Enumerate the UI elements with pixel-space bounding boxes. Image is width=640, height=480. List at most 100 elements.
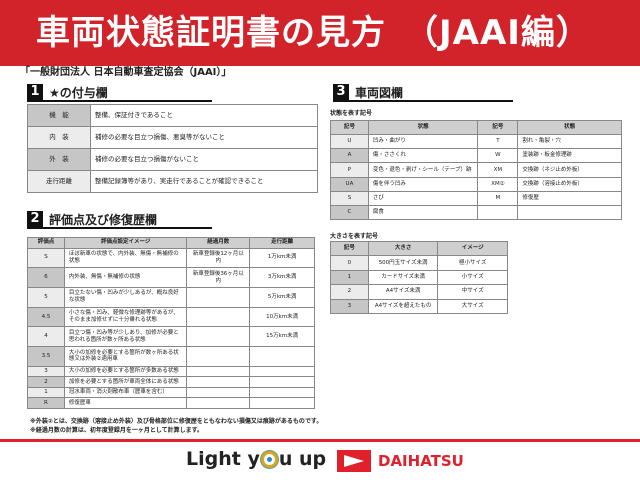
table-cell: M xyxy=(477,190,519,206)
table-cell xyxy=(249,397,315,409)
table-cell: 目立つ傷・凹み等が少しあり、加修が必要と思われる箇所が数ヶ所ある状態 xyxy=(63,326,188,348)
size-symbols-table: 記号 大きさ イメージ 0 500円玉サイズ未満 極小サイズ 1 カードサイズ未満 小サイズ 2 A… xyxy=(330,240,508,315)
table-cell: 4 xyxy=(27,326,65,348)
table-cell: 整備、保証付きであること xyxy=(90,104,318,127)
table-header: 記号 状態 記号 状態 xyxy=(330,119,622,136)
table-row: 外 装補修の必要な目立つ損傷がないこと xyxy=(27,148,318,171)
table-cell: A4サイズを超えたもの xyxy=(367,298,439,315)
table-cell: 補修の必要な目立つ損傷、悪臭等がないこと xyxy=(90,126,318,149)
table-cell: 塗装跡・板金修理跡 xyxy=(517,148,622,164)
table-cell: さび xyxy=(367,190,479,206)
divider xyxy=(0,439,640,442)
table-cell: 大小の加修を必要とする箇所が数ヶ所ある状態又は外装②適用車 xyxy=(63,346,188,367)
table-row: 1 冠水車両・消火剤散布車（歴車を含む） xyxy=(27,386,315,399)
table-cell: R xyxy=(27,397,65,409)
table-cell: C xyxy=(330,204,369,221)
table-cell: 1 xyxy=(330,269,369,286)
table-cell: 経過月数 xyxy=(186,237,251,249)
table-cell: 状態 xyxy=(517,119,622,136)
table-cell: S xyxy=(27,247,65,269)
table-cell: 凹み・曲がり xyxy=(367,134,479,150)
table-cell: 大小の加修を必要とする箇所が多数ある状態 xyxy=(63,365,188,378)
table-cell: S xyxy=(330,190,369,206)
table-cell: ほぼ新車の状態で、内外装、無傷・無補修の状態 xyxy=(63,247,188,269)
table-cell: 冠水車両・消火剤散布車（歴車を含む） xyxy=(63,386,188,399)
table-cell xyxy=(249,346,315,367)
table-cell: 記号 xyxy=(330,119,369,136)
score-table: 評価点 評価点設定イメージ 経過月数 走行距離 S ほぼ新車の状態で、内外装、無傷・無補修… xyxy=(27,237,315,409)
table-cell: 内 装 xyxy=(27,126,91,149)
page-title: 車両状態証明書の見方 （JAAI編） xyxy=(0,0,640,66)
table-row: 1 カードサイズ未満 小サイズ xyxy=(330,269,508,286)
table-cell xyxy=(186,397,251,409)
rainbow-o-icon xyxy=(260,450,278,468)
table-cell xyxy=(186,376,251,388)
table-header: 評価点 評価点設定イメージ 経過月数 走行距離 xyxy=(27,237,315,249)
table-cell xyxy=(186,365,251,378)
table-cell: 傷・ささくれ xyxy=(367,148,479,164)
table-cell: 1万km未満 xyxy=(249,247,315,269)
table-cell: 整備記録簿等があり、実走行であることが確認できること xyxy=(90,170,318,193)
table-cell: 変色・退色・剥げ・シール（テープ）跡 xyxy=(367,162,479,178)
table-cell: 大きさ xyxy=(367,240,439,257)
table-cell xyxy=(186,306,251,328)
table-cell: 5 xyxy=(27,286,65,308)
table-cell xyxy=(186,326,251,348)
table-cell: 5万km未満 xyxy=(249,286,315,308)
table-cell: イメージ xyxy=(437,240,508,257)
table-cell: 修復歴車 xyxy=(63,397,188,409)
table-row: A 傷・ささくれ W 塗装跡・板金修理跡 xyxy=(330,148,622,164)
slogan-logo: Light y u up xyxy=(186,448,326,470)
note: ※外装②とは、交換跡（溶接止め外装）及び骨格部位に修復歴をともなわない損傷又は痕… xyxy=(30,418,323,425)
table-cell: U xyxy=(330,134,369,150)
table-cell: 加修を必要とする箇所が車両全体にある状態 xyxy=(63,376,188,388)
table-cell: 走行距離 xyxy=(249,237,315,249)
table-cell: 0 xyxy=(330,255,369,271)
table-row: C 腐食 xyxy=(330,204,622,221)
section-number: 1 xyxy=(27,84,43,100)
slogan-text: Light y xyxy=(186,448,260,470)
table-cell: 中サイズ xyxy=(437,284,508,300)
table-cell: XM② xyxy=(477,176,519,192)
table-cell: 補修の必要な目立つ損傷がないこと xyxy=(90,148,318,171)
table-cell: 2 xyxy=(27,376,65,388)
table-row: 6 内外装、無傷・無補修の状態 新車登録後36ヶ月以内 3万km未満 xyxy=(27,267,315,288)
table-cell: 記号 xyxy=(477,119,519,136)
note: ※経過月数の計算は、初年度登録月を一ヶ月として計算します。 xyxy=(30,427,204,434)
table-row: UA 傷を伴う凹み XM② 交換跡（溶接止め外板） xyxy=(330,176,622,192)
table-row: 4.5 小さな傷・凹み、軽微な修理跡等があるが、そのまま加修せずに十分乗れる状態 1… xyxy=(27,306,315,328)
table-cell: P xyxy=(330,162,369,178)
table-cell: 15万km未満 xyxy=(249,326,315,348)
table-row: P 変色・退色・剥げ・シール（テープ）跡 XM 交換跡（ネジ止め外板） xyxy=(330,162,622,178)
table-row: 3 A4サイズを超えたもの 大サイズ xyxy=(330,298,508,315)
slogan-text: u up xyxy=(278,448,327,470)
table-row: 機 能整備、保証付きであること xyxy=(27,104,318,127)
table-row: U 凹み・曲がり T 割れ・亀裂・穴 xyxy=(330,134,622,150)
table-row: 2 加修を必要とする箇所が車両全体にある状態 xyxy=(27,376,315,388)
table-row: 5 目立たない傷・凹みが少しあるが、概ね良好な状態 5万km未満 xyxy=(27,286,315,308)
table-row: R 修復歴車 xyxy=(27,397,315,409)
table-cell: 機 能 xyxy=(27,104,91,127)
table-cell: 3 xyxy=(27,365,65,378)
table-cell: 走行距離 xyxy=(27,170,91,193)
table-cell: 目立たない傷・凹みが少しあるが、概ね良好な状態 xyxy=(63,286,188,308)
table-row: 0 500円玉サイズ未満 極小サイズ xyxy=(330,255,508,271)
table-row: 3.5 大小の加修を必要とする箇所が数ヶ所ある状態又は外装②適用車 xyxy=(27,346,315,367)
table-cell: 外 装 xyxy=(27,148,91,171)
table-cell: 評価点 xyxy=(27,237,65,249)
table-row: 2 A4サイズ未満 中サイズ xyxy=(330,284,508,300)
table-cell xyxy=(186,286,251,308)
table-cell: 2 xyxy=(330,284,369,300)
table-row: S さび M 修復歴 xyxy=(330,190,622,206)
table-cell: 腐食 xyxy=(367,204,479,221)
table-cell: カードサイズ未満 xyxy=(367,269,439,286)
table-cell: 小さな傷・凹み、軽微な修理跡等があるが、そのまま加修せずに十分乗れる状態 xyxy=(63,306,188,328)
table-cell: 記号 xyxy=(330,240,369,257)
organization-label: 「一般財団法人 日本自動車査定協会（JAAI）」 xyxy=(20,67,232,78)
section-2-heading: 2 評価点及び修復歴欄 xyxy=(27,211,212,229)
table-cell: 6 xyxy=(27,267,65,288)
table-cell xyxy=(249,376,315,388)
size-symbols-label: 大きさを表す記号 xyxy=(330,233,379,240)
table-cell: 小サイズ xyxy=(437,269,508,286)
table-cell: W xyxy=(477,148,519,164)
